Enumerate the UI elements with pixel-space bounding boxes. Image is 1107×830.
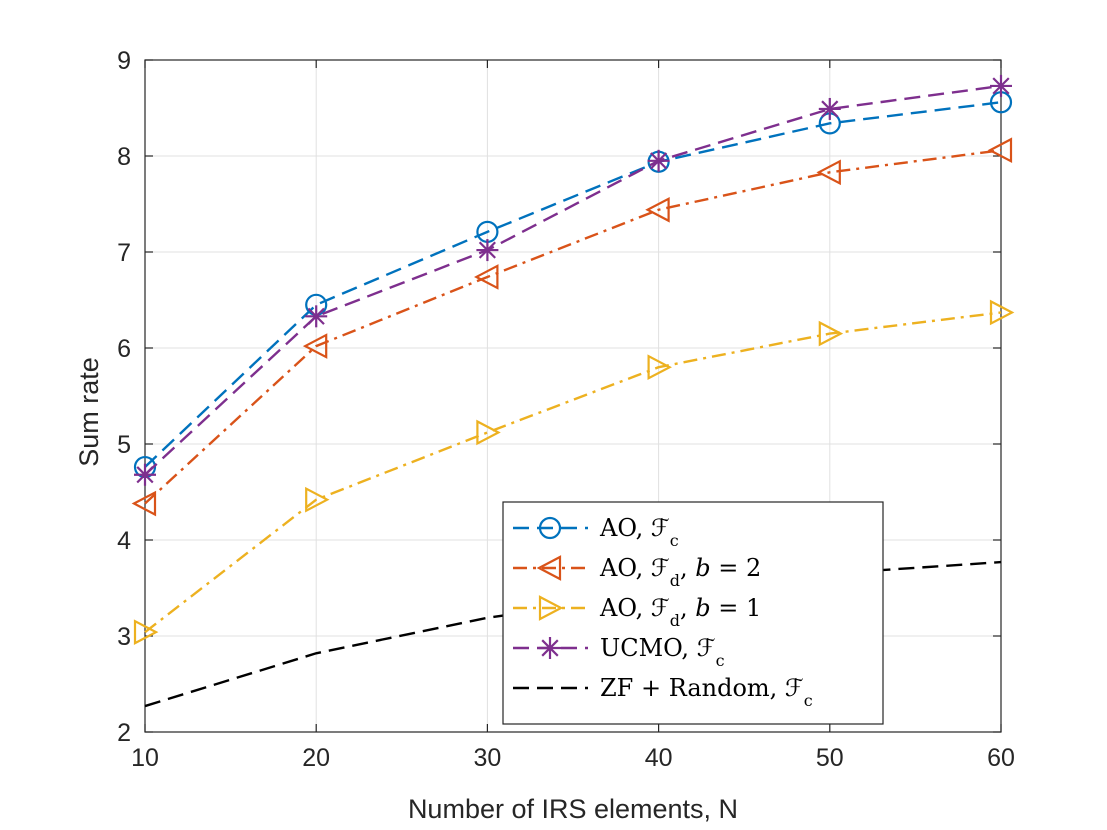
data-point — [476, 239, 499, 262]
series-line — [144, 84, 1002, 476]
asterisk-stroke — [541, 639, 559, 657]
series-2 — [131, 137, 1013, 517]
y-tick-label: 5 — [117, 431, 131, 459]
data-point — [131, 490, 157, 517]
axes-box — [144, 59, 1002, 733]
x-tick-label: 10 — [131, 744, 159, 772]
x-tick-label: 30 — [473, 744, 501, 772]
data-point — [476, 419, 501, 446]
data-point — [133, 619, 159, 645]
legend-marker — [538, 516, 562, 540]
series-line — [144, 149, 1002, 505]
x-axis-title: Number of IRS elements, N — [408, 794, 738, 824]
x-tick-label: 20 — [302, 744, 330, 772]
data-point — [987, 137, 1013, 164]
y-tick-label: 6 — [117, 335, 131, 363]
data-point — [816, 159, 841, 186]
x-tick-label: 50 — [816, 744, 844, 772]
tick-labels: 10 20 30 40 50 60 2 3 4 5 6 7 8 9 — [117, 47, 1015, 772]
y-tick-label: 7 — [117, 239, 131, 267]
y-tick-label: 3 — [117, 623, 131, 651]
asterisk-stroke — [650, 152, 668, 170]
series-4 — [134, 74, 1012, 486]
series-line — [144, 101, 1002, 468]
legend-marker — [539, 637, 561, 659]
data-point — [305, 305, 328, 328]
y-tick-label: 4 — [117, 527, 131, 555]
data-point — [647, 354, 672, 381]
x-tick-label: 40 — [645, 744, 673, 772]
data-point — [989, 299, 1015, 326]
legend-marker — [536, 555, 562, 581]
series-3 — [133, 299, 1015, 645]
data-point — [818, 320, 844, 347]
data-point — [818, 97, 841, 120]
y-tick-label: 2 — [117, 719, 131, 747]
data-point — [302, 333, 328, 359]
asterisk-stroke — [136, 466, 154, 484]
data-point — [647, 149, 670, 172]
legend-marker — [538, 595, 564, 621]
x-tick-label: 60 — [987, 744, 1015, 772]
axes — [144, 59, 1002, 733]
data-point — [134, 463, 156, 486]
y-tick-label: 8 — [117, 143, 131, 171]
asterisk-stroke — [478, 241, 496, 259]
data-point — [645, 196, 670, 223]
data-point — [305, 486, 330, 513]
data-point — [474, 264, 499, 290]
data-point — [990, 74, 1012, 97]
series-line — [144, 311, 1002, 634]
asterisk-stroke — [992, 77, 1010, 95]
asterisk-stroke — [821, 100, 839, 118]
legend-box — [502, 501, 884, 725]
asterisk-stroke — [307, 307, 325, 325]
y-tick-label: 9 — [117, 47, 131, 75]
y-axis-title: Sum rate — [74, 357, 104, 467]
